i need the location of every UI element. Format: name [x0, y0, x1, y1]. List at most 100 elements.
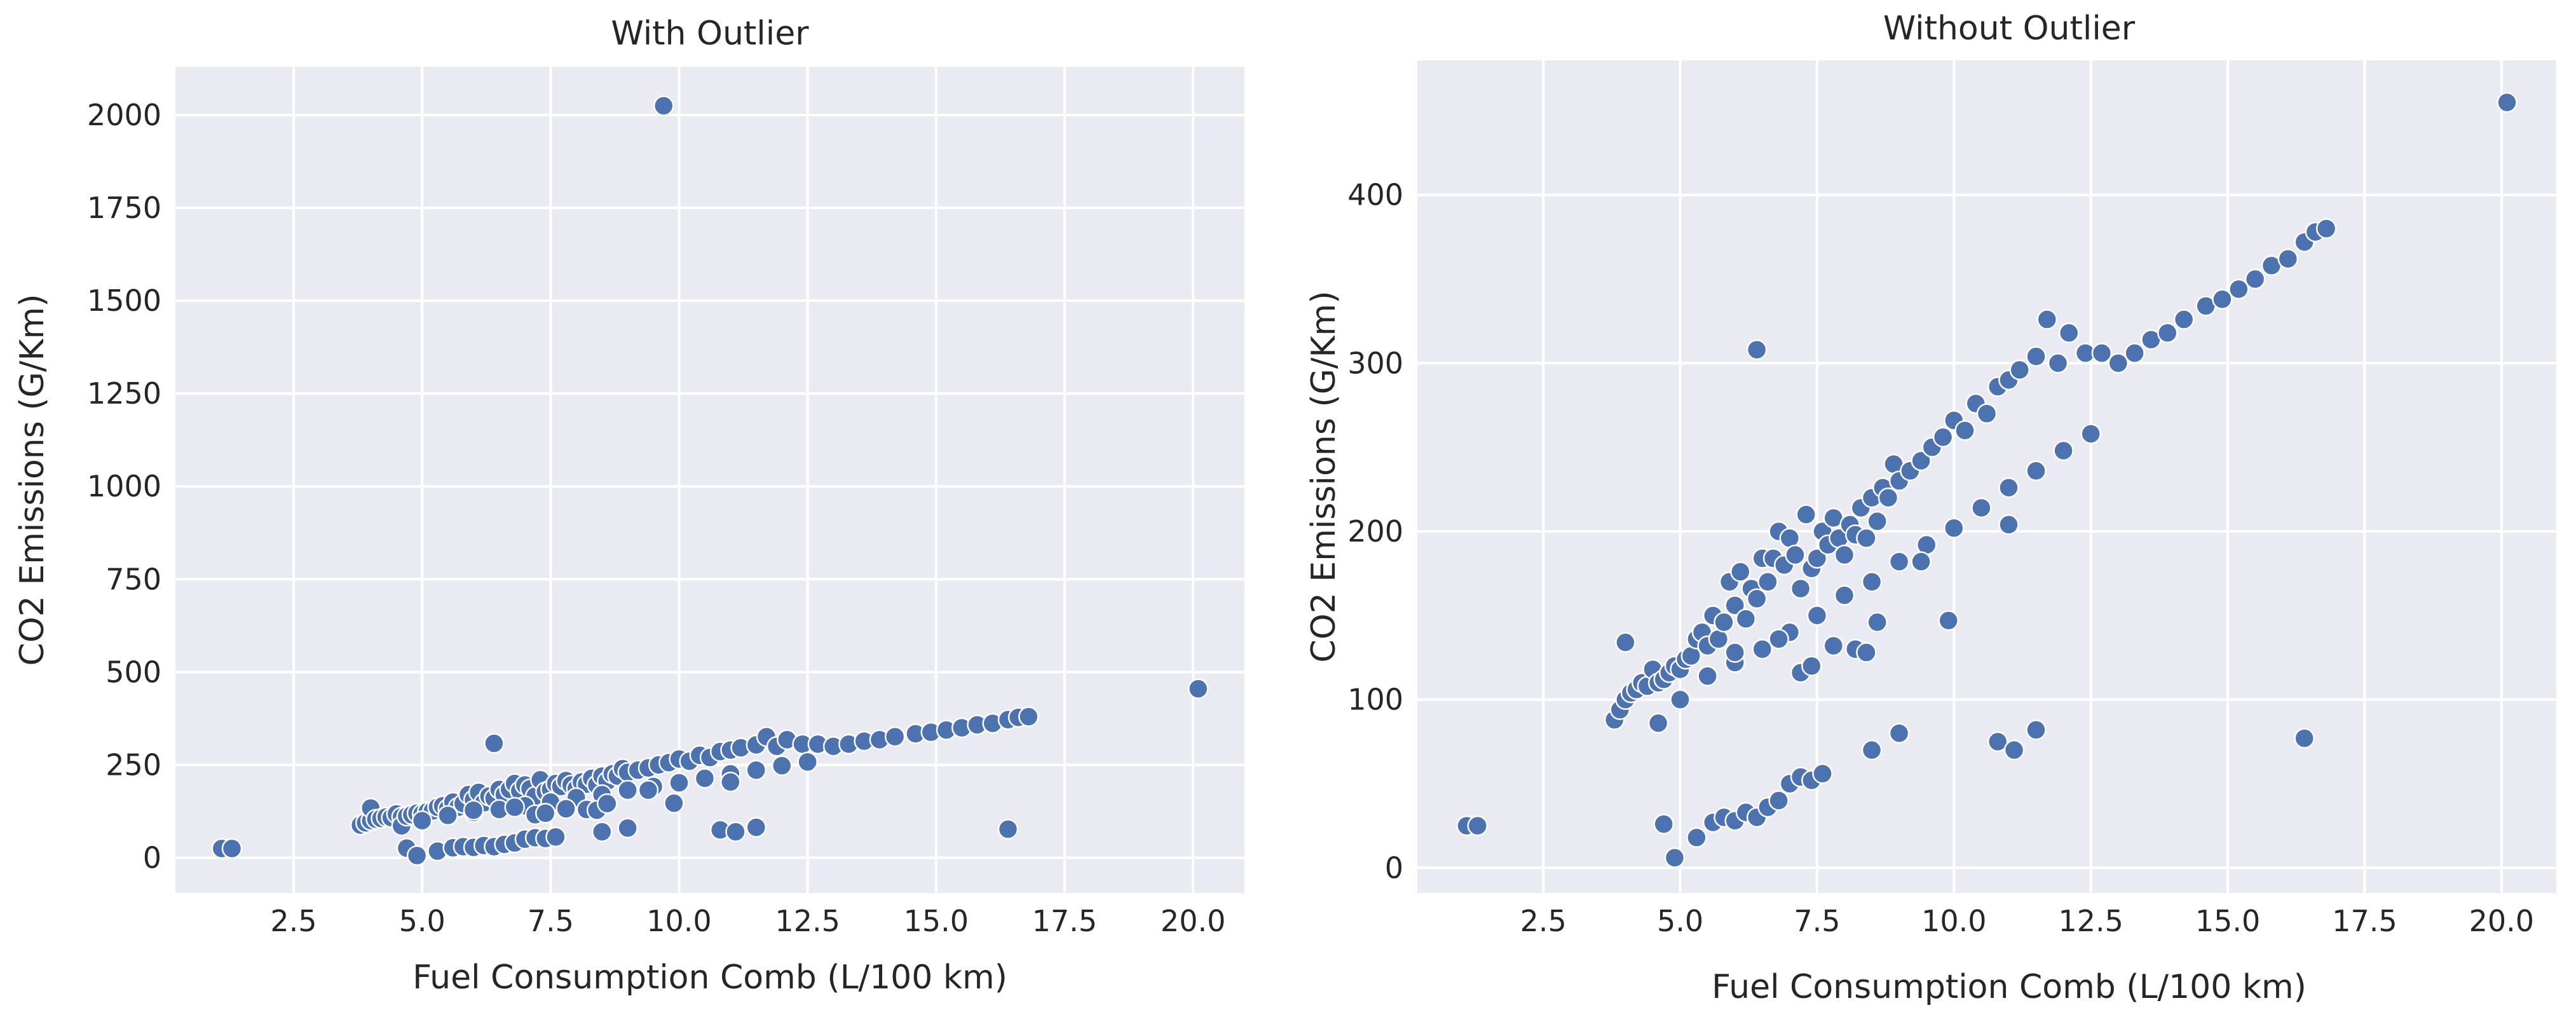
- scatter-point: [1938, 610, 1959, 631]
- scatter-point: [694, 768, 716, 789]
- scatter-point: [545, 826, 566, 848]
- scatter-point: [1670, 689, 1691, 710]
- scatter-point: [720, 772, 741, 793]
- y-tick-label: 500: [106, 655, 161, 689]
- y-axis-label: CO2 Emissions (G/Km): [1305, 291, 1343, 663]
- y-tick-label: 300: [1347, 346, 1403, 380]
- scatter-point: [1187, 678, 1209, 699]
- y-tick-label: 1000: [87, 469, 161, 503]
- scatter-point: [2026, 346, 2047, 367]
- scatter-point: [2315, 218, 2337, 239]
- scatter-point: [1823, 635, 1844, 657]
- x-tick-label: 17.5: [1032, 904, 1097, 938]
- scatter-point: [884, 726, 906, 747]
- scatter-point: [1806, 548, 1828, 569]
- scatter-point: [1757, 571, 1778, 592]
- chart-without-outlier: Without Outlier 2.5 5.0 7.5 10.0 12.5 15.0 17.…: [1305, 10, 2556, 1006]
- scatter-point: [2047, 353, 2069, 374]
- scatter-point: [1653, 814, 1674, 835]
- scatter-point: [1790, 578, 1811, 599]
- scatter-point: [1746, 588, 1768, 610]
- scatter-point: [2157, 322, 2178, 343]
- scatter-point: [1856, 528, 1877, 549]
- scatter-point: [1998, 477, 2019, 498]
- scatter-point: [1877, 487, 1899, 508]
- x-tick-label: 7.5: [528, 904, 574, 938]
- scatter-point: [406, 845, 428, 866]
- scatter-point: [2244, 268, 2266, 290]
- scatter-point: [2497, 92, 2518, 113]
- scatter-point: [1615, 632, 1636, 653]
- chart-with-outlier: With Outlier 2.5 5.0 7.5 10.0 12.5 15.0 17.5 20…: [13, 15, 1244, 997]
- scatter-point: [1888, 551, 1910, 572]
- y-tick-label: 0: [1385, 850, 1403, 885]
- scatter-point: [1796, 504, 1816, 525]
- scatter-point: [725, 821, 746, 842]
- scatter-point: [1768, 790, 1789, 811]
- scatter-point: [1834, 544, 1855, 566]
- x-tick-label: 20.0: [2469, 904, 2534, 938]
- scatter-point: [2026, 460, 2047, 481]
- chart-title: With Outlier: [611, 15, 809, 53]
- scatter-point: [1801, 655, 1822, 676]
- scatter-point: [1998, 514, 2019, 535]
- scatter-point: [2026, 720, 2047, 741]
- scatter-point: [746, 760, 767, 781]
- scatter-point: [664, 793, 685, 814]
- x-tick-label: 12.5: [2058, 904, 2123, 938]
- scatter-point: [797, 751, 818, 773]
- x-axis-label: Fuel Consumption Comb (L/100 km): [1712, 968, 2307, 1006]
- scatter-point: [617, 779, 638, 801]
- scatter-point: [1018, 706, 1039, 727]
- scatter-point: [1752, 639, 1773, 660]
- scatter-point: [2091, 343, 2113, 364]
- x-axis-label: Fuel Consumption Comb (L/100 km): [412, 959, 1007, 997]
- scatter-point: [504, 796, 525, 818]
- scatter-point: [1812, 763, 1833, 784]
- plot-area: [1417, 60, 2556, 893]
- scatter-point: [1664, 847, 1686, 868]
- scatter-point: [1944, 517, 1965, 538]
- y-tick-label: 750: [106, 562, 161, 596]
- y-axis-label: CO2 Emissions (G/Km): [13, 294, 51, 666]
- scatter-point: [2053, 440, 2074, 461]
- y-tick-label: 250: [106, 747, 161, 782]
- scatter-point: [1911, 450, 1932, 472]
- scatter-point: [1768, 629, 1789, 650]
- scatter-point: [1987, 731, 2008, 753]
- scatter-point: [1785, 544, 1806, 566]
- scatter-point: [1867, 510, 1888, 532]
- scatter-point: [1735, 608, 1757, 629]
- scatter-point: [2124, 343, 2145, 364]
- scatter-point: [1834, 585, 1855, 606]
- scatter-point: [2058, 322, 2080, 343]
- scatter-point: [1697, 665, 1718, 686]
- scatter-point: [1647, 713, 1669, 734]
- y-tick-label: 200: [1347, 514, 1403, 549]
- scatter-point: [2173, 309, 2195, 330]
- scatter-point: [2212, 289, 2233, 310]
- x-tick-label: 2.5: [270, 904, 317, 938]
- plot-area: [175, 67, 1244, 893]
- scatter-point: [221, 838, 243, 859]
- scatter-point: [463, 800, 484, 821]
- y-tick-label: 1250: [87, 376, 161, 411]
- scatter-point: [1867, 611, 1888, 633]
- scatter-point: [1861, 739, 1883, 761]
- scatter-point: [1730, 561, 1751, 582]
- x-tick-labels: 2.5 5.0 7.5 10.0 12.5 15.0 17.5 20.0: [1520, 904, 2534, 938]
- y-tick-labels: 0 250 500 750 1000 1250 1500 1750 2000: [87, 98, 161, 875]
- x-tick-label: 5.0: [1657, 904, 1703, 938]
- y-tick-label: 0: [143, 840, 161, 875]
- chart-title: Without Outlier: [1883, 10, 2136, 48]
- scatter-point: [591, 821, 613, 842]
- scatter-point: [669, 772, 690, 793]
- y-tick-labels: 0 100 200 300 400: [1347, 178, 1403, 885]
- scatter-point: [1724, 642, 1745, 663]
- scatter-points: [211, 95, 1209, 866]
- scatter-points: [1456, 92, 2518, 868]
- x-tick-label: 12.5: [775, 904, 840, 938]
- scatter-point: [653, 95, 674, 116]
- y-tick-label: 400: [1347, 178, 1403, 212]
- scatter-point: [411, 810, 433, 831]
